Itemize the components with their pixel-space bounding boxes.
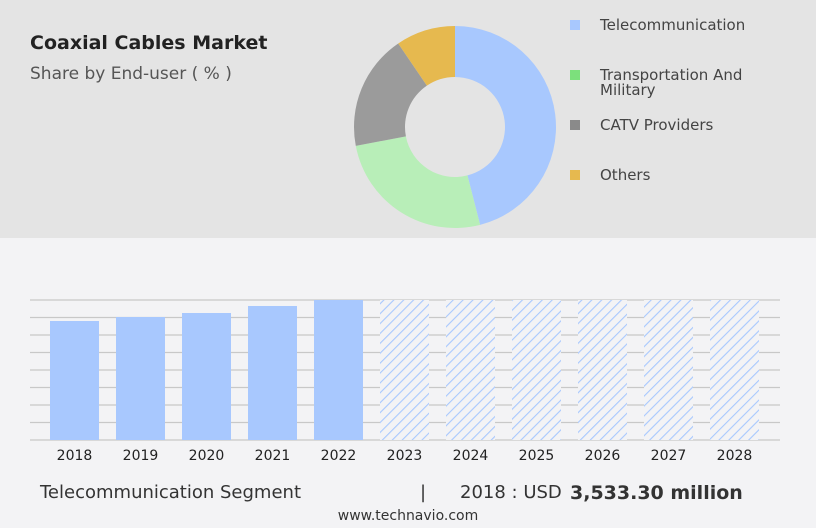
footer-year: 2018 : USD xyxy=(460,482,562,503)
legend-swatch xyxy=(570,70,580,80)
chart-subtitle: Share by End-user ( % ) xyxy=(30,64,232,84)
x-tick-label: 2027 xyxy=(651,448,687,464)
x-tick-label: 2019 xyxy=(123,448,159,464)
legend-label: CATV Providers xyxy=(600,116,714,134)
legend-label: Transportation And Military xyxy=(600,66,743,99)
x-tick-label: 2025 xyxy=(519,448,555,464)
x-tick-label: 2023 xyxy=(387,448,423,464)
bar-2022 xyxy=(314,300,363,440)
legend-swatch xyxy=(570,20,580,30)
x-tick-label: 2022 xyxy=(321,448,357,464)
x-tick-label: 2026 xyxy=(585,448,621,464)
forecast-bar-2026 xyxy=(578,300,627,440)
forecast-bar-2025 xyxy=(512,300,561,440)
x-tick-label: 2021 xyxy=(255,448,291,464)
bar-chart: 2018 2019 2020 2021 2022 2023 2024 2025 2026 2027… xyxy=(30,299,780,464)
bar-2021 xyxy=(248,305,297,440)
bar-2020 xyxy=(182,312,231,440)
legend-swatch xyxy=(570,170,580,180)
donut-slice-1 xyxy=(355,136,481,228)
forecast-bar-2024 xyxy=(446,300,495,440)
donut-slice-3 xyxy=(398,26,455,86)
legend-label: Telecommunication xyxy=(600,16,746,34)
x-tick-label: 2024 xyxy=(453,448,489,464)
source-url: www.technavio.com xyxy=(337,508,479,524)
forecast-bar-2028 xyxy=(710,300,759,440)
donut-chart xyxy=(354,26,556,228)
x-tick-label: 2028 xyxy=(717,448,753,464)
footer-segment: Telecommunication Segment xyxy=(40,482,302,503)
legend-label: Others xyxy=(600,166,651,184)
x-tick-label: 2018 xyxy=(57,448,93,464)
x-tick-label: 2020 xyxy=(189,448,225,464)
legend-swatch xyxy=(570,120,580,130)
donut-slice-0 xyxy=(455,26,556,225)
chart-title: Coaxial Cables Market xyxy=(30,32,268,54)
footer-separator: | xyxy=(420,482,427,503)
bar-2019 xyxy=(116,317,165,440)
footer-value: 3,533.30 million xyxy=(570,482,743,504)
forecast-bar-2023 xyxy=(380,300,429,440)
forecast-bar-2027 xyxy=(644,300,693,440)
donut-slice-2 xyxy=(354,43,427,146)
bar-2018 xyxy=(50,321,99,440)
